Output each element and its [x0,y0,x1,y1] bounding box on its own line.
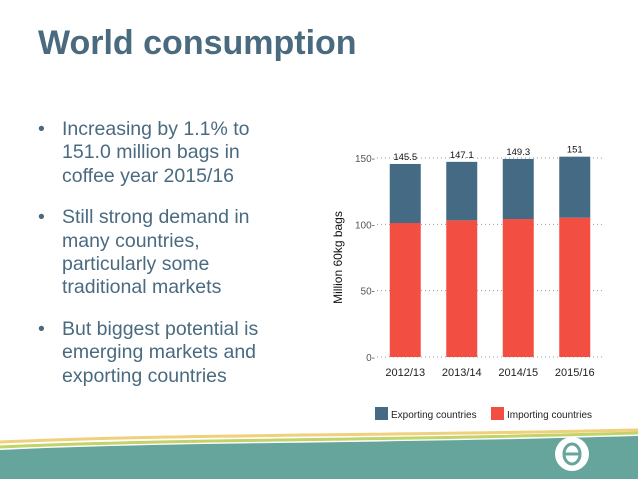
bar-exporting [446,161,478,221]
x-tick-label: 2013/14 [442,367,482,379]
bar-importing [559,217,591,357]
bar-importing [389,223,421,357]
data-label: 151 [567,145,583,156]
x-tick-label: 2015/16 [555,367,595,379]
bar-importing [446,220,478,357]
y-axis-label: Million 60kg bags [331,211,345,304]
slide-title: World consumption [38,24,357,62]
footer-yellow-line [0,428,638,444]
bullet-item: • Increasing by 1.1% to 151.0 million ba… [38,118,288,188]
footer-decoration [0,428,638,479]
bullet-marker: • [38,206,45,229]
y-tick-label: 150- [355,154,375,165]
consumption-chart: 0- 50- 100- 150- Million 60kg bags 145.5 2012/… [331,145,603,421]
x-tick-label: 2012/13 [385,367,425,379]
bullet-text: But biggest potential is emerging market… [62,317,259,387]
legend-label-importing: Importing countries [507,410,592,421]
bar-exporting [389,163,421,224]
bullet-marker: • [38,118,45,140]
bullet-item: • Still strong demand in many countries,… [38,206,288,300]
data-label: 147.1 [450,150,474,161]
bullet-marker: • [38,317,45,340]
data-label: 145.5 [393,152,417,163]
data-label: 149.3 [506,147,530,158]
footer-green-line [0,431,638,449]
bullet-text: Still strong demand in many countries, p… [62,206,250,299]
bar-exporting [502,158,534,220]
x-tick-label: 2014/15 [498,367,538,379]
bar-importing [502,219,534,357]
footer-teal-band [0,436,638,479]
y-tick-label: 0- [366,353,375,364]
y-tick-label: 100- [355,220,375,231]
legend-swatch-importing [491,407,504,420]
legend-swatch-exporting [375,407,388,420]
logo-icon [555,437,589,471]
legend-label-exporting: Exporting countries [391,410,477,421]
y-tick-label: 50- [361,287,375,298]
bullet-item: • But biggest potential is emerging mark… [38,318,288,388]
bar-exporting [559,156,591,218]
bullet-list: • Increasing by 1.1% to 151.0 million ba… [38,118,288,406]
bullet-text: Increasing by 1.1% to 151.0 million bags… [62,118,250,187]
